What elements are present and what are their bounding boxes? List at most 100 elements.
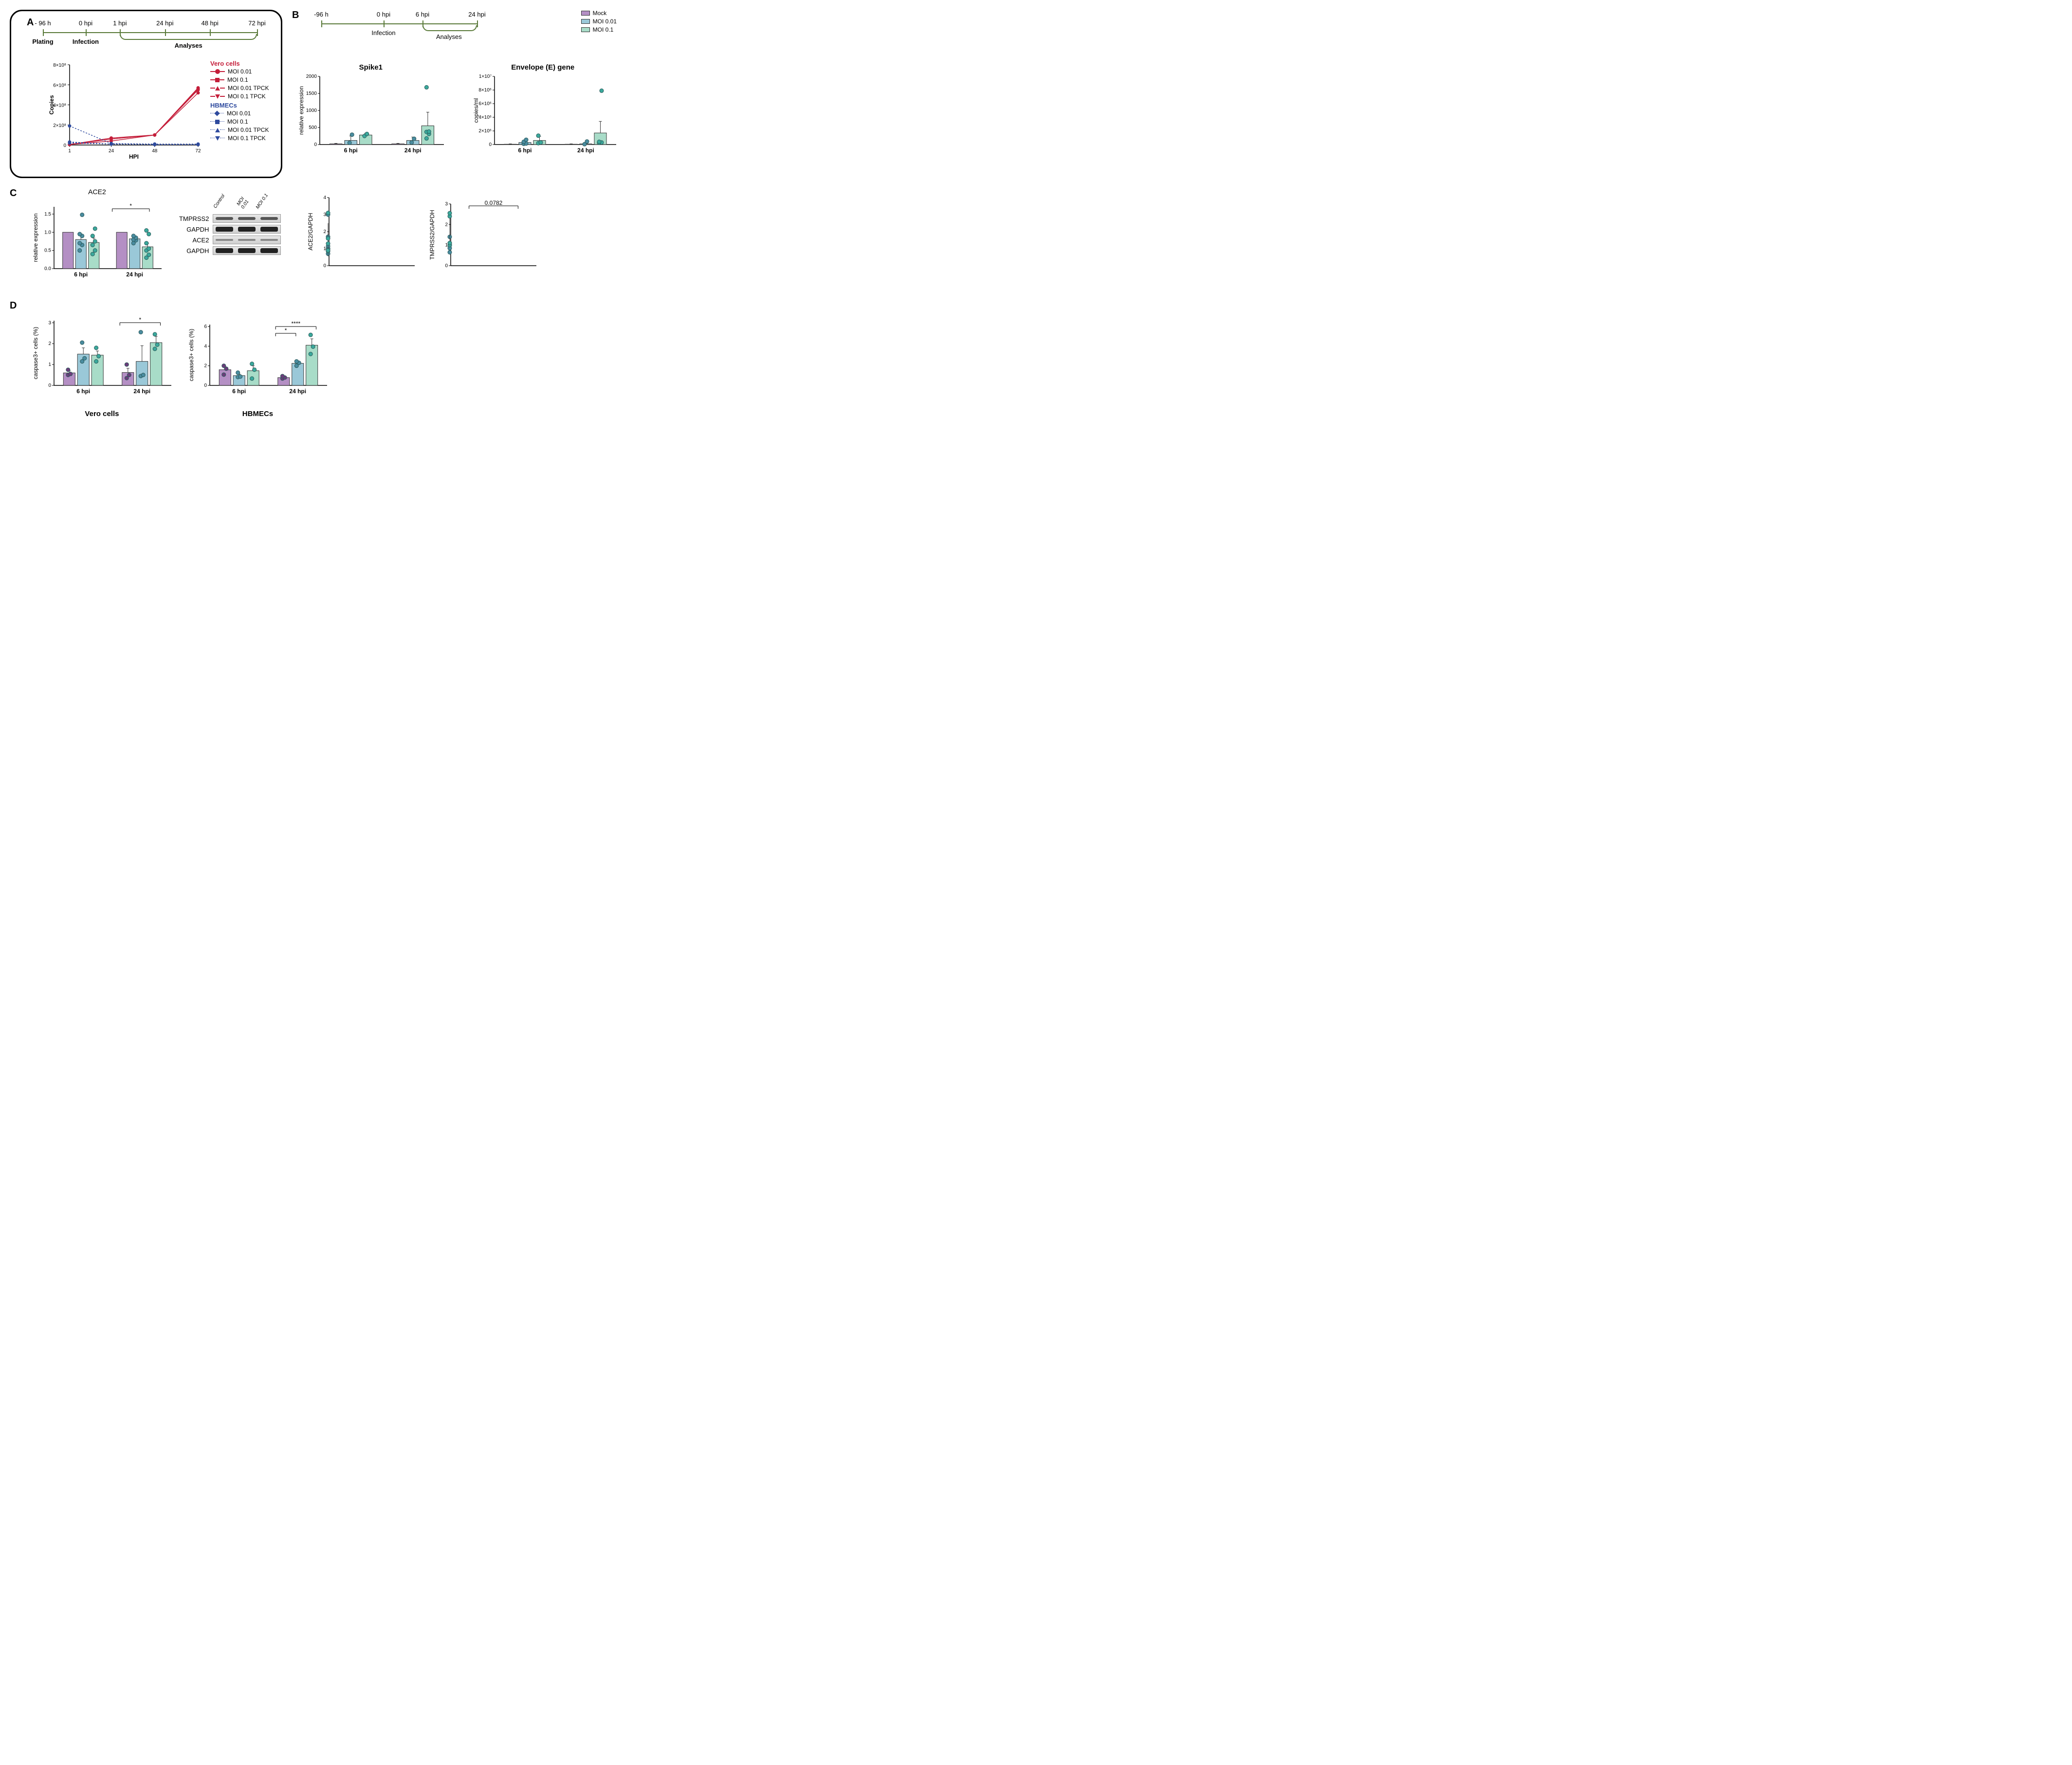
wb-r0: TMPRSS2 xyxy=(175,215,209,222)
svg-text:1: 1 xyxy=(49,362,52,367)
legend-b: Mock MOI 0.01 MOI 0.1 xyxy=(581,10,617,35)
la-v4: MOI 0.1 TPCK xyxy=(228,93,266,100)
panel-a: A - 96 h 0 hpi 1 hpi 24 hpi 48 hpi 72 hp… xyxy=(10,10,282,178)
svg-text:24 hpi: 24 hpi xyxy=(290,388,307,395)
svg-text:caspase3+ cells (%): caspase3+ cells (%) xyxy=(188,329,195,382)
svg-text:2: 2 xyxy=(324,229,327,235)
chart-d-vero: 0123caspase3+ cells (%)6 hpi24 hpi* xyxy=(53,310,172,398)
svg-text:6 hpi: 6 hpi xyxy=(233,388,246,395)
chart-ace2-gapdh: 01234ACE2/GAPDH xyxy=(328,195,416,278)
wb-l2: MOI 0.1 xyxy=(255,193,274,213)
svg-text:6 hpi: 6 hpi xyxy=(344,147,358,154)
legend-a-vero-title: Vero cells xyxy=(210,60,274,67)
panel-b: B -96 h 0 hpi 6 hpi 24 hpi Infection Ana… xyxy=(292,10,622,178)
svg-text:8×10⁶: 8×10⁶ xyxy=(478,88,492,93)
la-v1: MOI 0.01 xyxy=(228,68,252,75)
wb-l1: MOI 0.01 xyxy=(234,193,253,213)
tl-b-b0: Infection xyxy=(371,29,395,36)
tl-a-t0: - 96 h xyxy=(35,19,51,27)
lb-2: MOI 0.01 xyxy=(593,18,617,25)
svg-text:0: 0 xyxy=(49,383,52,388)
western-blot: Control MOI 0.01 MOI 0.1 TMPRSS2 GAPDH A… xyxy=(175,198,296,255)
svg-text:1500: 1500 xyxy=(306,91,317,96)
spike-title: Spike1 xyxy=(292,63,450,72)
svg-text:relative expression: relative expression xyxy=(298,86,305,135)
tl-b-t2: 6 hpi xyxy=(416,11,429,18)
tl-b-t3: 24 hpi xyxy=(468,11,485,18)
svg-text:*: * xyxy=(130,202,132,209)
chart-d-hbmec: 0246caspase3+ cells (%)6 hpi24 hpi***** xyxy=(209,310,328,398)
svg-text:6: 6 xyxy=(204,324,207,329)
svg-text:TMPRSS2/GAPDH: TMPRSS2/GAPDH xyxy=(429,210,436,260)
tl-a-t3: 24 hpi xyxy=(156,19,173,27)
la-v3: MOI 0.01 TPCK xyxy=(228,85,269,91)
svg-text:4×10⁶: 4×10⁶ xyxy=(478,115,492,120)
svg-text:0: 0 xyxy=(204,383,207,388)
svg-text:2: 2 xyxy=(49,341,52,346)
svg-text:*: * xyxy=(285,327,287,334)
wb-l0: Control xyxy=(212,193,231,213)
la-h2: MOI 0.1 xyxy=(227,118,248,125)
svg-text:24: 24 xyxy=(109,148,114,154)
svg-text:ACE2/GAPDH: ACE2/GAPDH xyxy=(307,213,314,250)
panel-b-label: B xyxy=(292,10,299,21)
tl-a-b0: Plating xyxy=(32,38,53,45)
legend-a-hbmec-title: HBMECs xyxy=(210,102,274,109)
la-v2: MOI 0.1 xyxy=(227,76,248,83)
chart-envelope: 02×10⁶4×10⁶6×10⁶8×10⁶1×10⁷copies/ml6 hpi… xyxy=(494,74,617,157)
la-h4: MOI 0.1 TPCK xyxy=(228,135,266,142)
svg-text:copies/ml: copies/ml xyxy=(473,98,479,123)
svg-text:24 hpi: 24 hpi xyxy=(127,271,144,278)
tl-a-t1: 0 hpi xyxy=(79,19,92,27)
lb-1: Mock xyxy=(593,10,607,17)
row-3: D 0123caspase3+ cells (%)6 hpi24 hpi* Ve… xyxy=(10,300,622,418)
svg-text:*: * xyxy=(139,316,142,323)
svg-text:6×10⁶: 6×10⁶ xyxy=(478,101,492,107)
tl-a-t5: 72 hpi xyxy=(248,19,265,27)
svg-text:1000: 1000 xyxy=(306,108,317,113)
wb-r3: GAPDH xyxy=(175,247,209,255)
panel-c-label: C xyxy=(10,188,17,199)
svg-text:24 hpi: 24 hpi xyxy=(577,147,594,154)
tl-a-b2: Analyses xyxy=(175,42,202,49)
legend-a: Vero cells MOI 0.01 MOI 0.1 MOI 0.01 TPC… xyxy=(210,60,274,143)
env-title: Envelope (E) gene xyxy=(464,63,622,72)
svg-text:2×10⁸: 2×10⁸ xyxy=(53,123,66,128)
svg-text:48: 48 xyxy=(152,148,158,154)
chart-ace2: 0.00.51.01.5relative expression6 hpi24 h… xyxy=(53,198,163,281)
row-1: A - 96 h 0 hpi 1 hpi 24 hpi 48 hpi 72 hp… xyxy=(10,10,622,178)
la-h3: MOI 0.01 TPCK xyxy=(228,127,269,133)
svg-text:4×10⁸: 4×10⁸ xyxy=(53,103,66,109)
timeline-b: -96 h 0 hpi 6 hpi 24 hpi Infection Analy… xyxy=(321,10,477,39)
row-2: C ACE2 0.00.51.01.5relative expression6 … xyxy=(10,188,622,291)
svg-text:0: 0 xyxy=(63,143,66,148)
lb-3: MOI 0.1 xyxy=(593,26,614,33)
svg-text:6 hpi: 6 hpi xyxy=(74,271,88,278)
d-hbmec-title: HBMECs xyxy=(184,410,330,418)
svg-text:2000: 2000 xyxy=(306,74,317,79)
svg-text:0: 0 xyxy=(324,263,327,269)
svg-text:8×10⁸: 8×10⁸ xyxy=(53,63,66,68)
svg-text:4: 4 xyxy=(324,195,327,200)
tl-a-b1: Infection xyxy=(73,38,99,45)
wb-r1: GAPDH xyxy=(175,226,209,233)
la-h1: MOI 0.01 xyxy=(227,110,251,117)
svg-text:72: 72 xyxy=(195,148,201,154)
svg-text:3: 3 xyxy=(445,201,448,207)
svg-text:6×10⁸: 6×10⁸ xyxy=(53,83,66,88)
svg-text:0: 0 xyxy=(445,263,448,269)
svg-text:4: 4 xyxy=(204,344,207,349)
svg-text:24 hpi: 24 hpi xyxy=(134,388,151,395)
tl-b-t1: 0 hpi xyxy=(377,11,390,18)
d-vero-title: Vero cells xyxy=(29,410,175,418)
svg-text:0.5: 0.5 xyxy=(45,248,52,254)
svg-text:0: 0 xyxy=(489,142,492,147)
svg-text:2: 2 xyxy=(204,364,207,369)
tl-a-t4: 48 hpi xyxy=(201,19,218,27)
svg-text:0.0782: 0.0782 xyxy=(485,200,503,206)
svg-text:2: 2 xyxy=(445,222,448,227)
chart-a-copies: 02×10⁸4×10⁸6×10⁸8×10⁸1244872HPICopies xyxy=(48,62,201,160)
ace2-title: ACE2 xyxy=(29,188,165,196)
svg-text:6 hpi: 6 hpi xyxy=(518,147,532,154)
svg-text:HPI: HPI xyxy=(129,153,139,160)
